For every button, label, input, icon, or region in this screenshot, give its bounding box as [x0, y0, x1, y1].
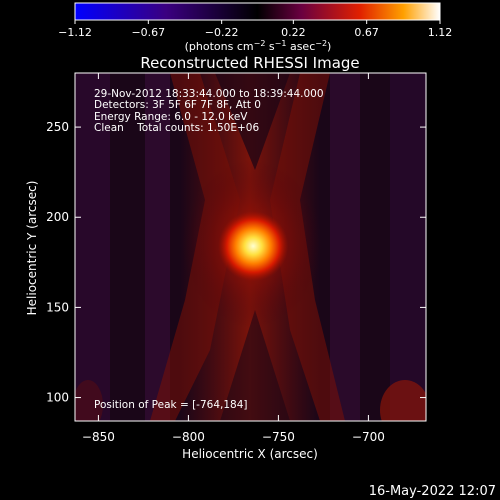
colorbar-tick-label: −0.67 [131, 26, 165, 39]
y-tick-label: 200 [46, 210, 69, 224]
x-tick-label: −700 [352, 430, 385, 444]
plot-frame [74, 72, 427, 422]
colorbar-ticks: −1.12 −0.67 −0.22 0.22 0.67 1.12 [58, 20, 452, 39]
annotation-block: 29-Nov-2012 18:33:44.000 to 18:39:44.000… [94, 88, 324, 134]
annotation-time: 29-Nov-2012 18:33:44.000 to 18:39:44.000 [94, 88, 324, 100]
annotation-detectors: Detectors: 3F 5F 6F 7F 8F, Att 0 [94, 99, 261, 111]
colorbar-tick-label: 0.22 [281, 26, 306, 39]
y-axis-label: Heliocentric Y (arcsec) [25, 181, 39, 316]
colorbar-tick-label: −0.22 [205, 26, 239, 39]
footer-timestamp: 16-May-2022 12:07 [369, 484, 496, 499]
x-tick-label: −850 [82, 430, 115, 444]
x-tick-label: −750 [262, 430, 295, 444]
colorbar-tick-label: 0.67 [354, 26, 379, 39]
annotation-counts: Clean Total counts: 1.50E+06 [94, 122, 259, 134]
annotation-energy: Energy Range: 6.0 - 12.0 keV [94, 111, 248, 123]
y-tick-label: 250 [46, 120, 69, 134]
x-axis-label: Heliocentric X (arcsec) [182, 447, 318, 461]
heatmap-image [75, 73, 426, 421]
colorbar-unit-label: (photons cm−2 s−1 asec−2) [185, 39, 332, 53]
x-tick-label: −800 [172, 430, 205, 444]
peak-position-label: Position of Peak = [-764,184] [94, 399, 248, 411]
colorbar-frame [74, 2, 441, 21]
y-tick-label: 150 [46, 300, 69, 314]
colorbar-tick-label: −1.12 [58, 26, 92, 39]
chart-title: Reconstructed RHESSI Image [140, 54, 359, 72]
colorbar-gradient [75, 3, 440, 20]
x-axis-ticks: −850 −800 −750 −700 [82, 73, 385, 444]
y-axis-ticks: 100 150 200 250 [46, 120, 426, 405]
peak-source [218, 211, 289, 282]
colorbar-tick-label: 1.12 [428, 26, 453, 39]
y-tick-label: 100 [46, 391, 69, 405]
